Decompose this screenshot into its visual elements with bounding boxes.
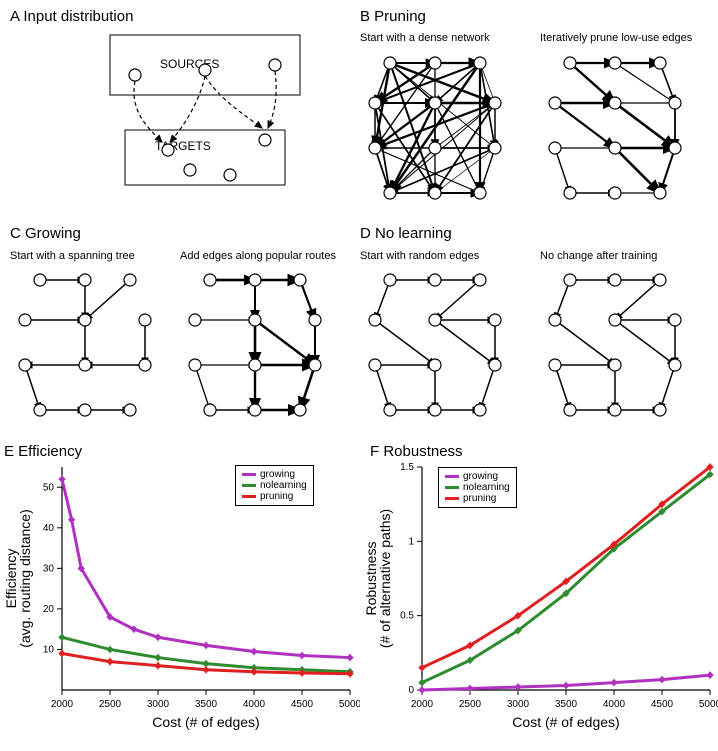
panel-b-sub-right: Iteratively prune low-use edges xyxy=(540,32,692,44)
svg-text:1.5: 1.5 xyxy=(400,462,414,473)
legend-item-growing: growing xyxy=(242,469,307,480)
svg-text:4000: 4000 xyxy=(243,699,266,710)
legend-item-pruning: pruning xyxy=(445,493,510,504)
panel-f-legend: growingnolearningpruning xyxy=(438,467,517,508)
svg-text:4500: 4500 xyxy=(291,699,314,710)
svg-text:3000: 3000 xyxy=(147,699,170,710)
legend-item-nolearning: nolearning xyxy=(242,480,307,491)
panel-d-sub-right: No change after training xyxy=(540,250,657,262)
svg-text:2000: 2000 xyxy=(411,699,434,710)
svg-text:2000: 2000 xyxy=(51,699,74,710)
panel-c-grown-svg xyxy=(180,265,340,425)
panel-c-tree-svg xyxy=(10,265,160,425)
svg-text:30: 30 xyxy=(43,563,55,574)
panel-a-svg: SOURCES TARGETS xyxy=(90,30,320,200)
panel-d-right-svg xyxy=(540,265,690,425)
svg-text:50: 50 xyxy=(43,482,55,493)
panel-e-legend: growingnolearningpruning xyxy=(235,465,314,506)
panel-b-sub-left: Start with a dense network xyxy=(360,32,490,44)
svg-text:3000: 3000 xyxy=(507,699,530,710)
svg-text:1: 1 xyxy=(408,536,414,547)
legend-item-growing: growing xyxy=(445,471,510,482)
panel-f-chart: 2000 2500 3000 3500 4000 4500 5000 0 0.5 1 1.5 Cost… xyxy=(360,455,718,745)
svg-text:2500: 2500 xyxy=(459,699,482,710)
legend-item-nolearning: nolearning xyxy=(445,482,510,493)
svg-text:Cost (# of edges): Cost (# of edges) xyxy=(152,714,259,730)
panel-c-sub-right: Add edges along popular routes xyxy=(180,250,336,262)
svg-text:Cost (# of edges): Cost (# of edges) xyxy=(512,714,619,730)
svg-text:4000: 4000 xyxy=(603,699,626,710)
panel-d-left-svg xyxy=(360,265,510,425)
svg-text:10: 10 xyxy=(43,644,55,655)
svg-text:4500: 4500 xyxy=(651,699,674,710)
panel-d-title: D No learning xyxy=(360,225,452,242)
svg-text:40: 40 xyxy=(43,523,55,534)
panel-d-sub-left: Start with random edges xyxy=(360,250,479,262)
panel-c-sub-left: Start with a spanning tree xyxy=(10,250,135,262)
svg-text:0.5: 0.5 xyxy=(400,611,414,622)
svg-text:5000: 5000 xyxy=(339,699,360,710)
svg-text:3500: 3500 xyxy=(195,699,218,710)
panel-b-pruned-svg xyxy=(540,48,690,208)
legend-item-pruning: pruning xyxy=(242,491,307,502)
svg-text:0: 0 xyxy=(408,685,414,696)
panel-b-dense-svg xyxy=(360,48,510,208)
panel-c-title: C Growing xyxy=(10,225,81,242)
svg-text:3500: 3500 xyxy=(555,699,578,710)
panel-a-title: A Input distribution xyxy=(10,8,133,25)
svg-text:(avg. routing distance): (avg. routing distance) xyxy=(17,509,33,648)
panel-b-title: B Pruning xyxy=(360,8,426,25)
svg-text:2500: 2500 xyxy=(99,699,122,710)
svg-text:20: 20 xyxy=(43,604,55,615)
svg-text:(# of alternative paths): (# of alternative paths) xyxy=(377,509,393,648)
svg-text:5000: 5000 xyxy=(699,699,718,710)
